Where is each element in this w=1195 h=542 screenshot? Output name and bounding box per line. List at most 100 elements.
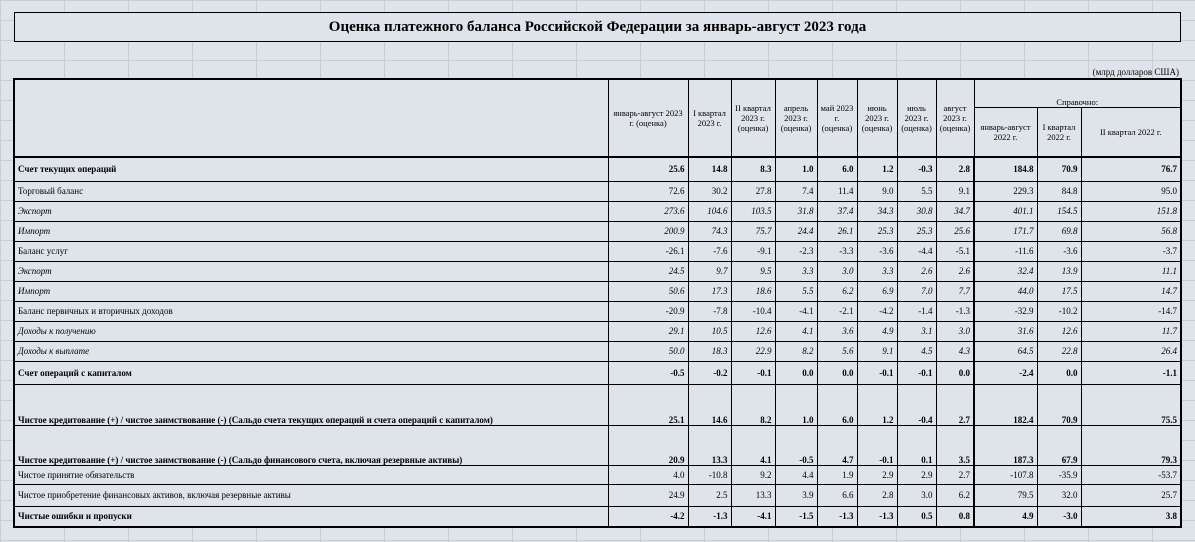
value-cell: 3.9 — [774, 483, 818, 507]
row-label: Импорт — [13, 280, 609, 302]
row-label: Торговый баланс — [13, 180, 609, 202]
value-cell: 4.1 — [774, 320, 818, 342]
value-cell: -107.8 — [973, 464, 1038, 485]
value-cell: 7.4 — [774, 180, 818, 202]
value-cell: -0.4 — [896, 383, 937, 426]
value-cell: 6.0 — [816, 156, 858, 182]
value-cell: -20.9 — [607, 300, 689, 322]
table-row: Торговый баланс 72.6 30.2 27.8 7.4 11.4 9.0 5.5… — [13, 180, 1182, 202]
value-cell: 8.2 — [730, 383, 776, 426]
value-cell: -53.7 — [1080, 464, 1182, 485]
table-row: Импорт 200.9 74.3 75.7 24.4 26.1 25.3 25.3 25.6 1… — [13, 220, 1182, 242]
value-cell: 229.3 — [973, 180, 1038, 202]
column-header: II квартал 2023 г. (оценка) — [730, 78, 776, 158]
value-cell: 79.5 — [973, 483, 1038, 507]
value-cell: -35.9 — [1036, 464, 1082, 485]
value-cell: 12.6 — [730, 320, 776, 342]
value-cell: 0.0 — [935, 360, 975, 385]
value-cell: 9.0 — [856, 180, 898, 202]
value-cell: -7.6 — [687, 240, 732, 262]
value-cell: -32.9 — [973, 300, 1038, 322]
row-label: Баланс услуг — [13, 240, 609, 262]
value-cell: 5.5 — [774, 280, 818, 302]
value-cell: 0.0 — [1036, 360, 1082, 385]
value-cell: 12.6 — [1036, 320, 1082, 342]
column-header: июнь 2023 г. (оценка) — [856, 78, 898, 158]
value-cell: -4.1 — [730, 505, 776, 528]
table-row: Чистые ошибки и пропуски -4.2 -1.3 -4.1 -1.5… — [13, 505, 1182, 528]
table-row: Чистое принятие обязательств 4.0 -10.8 9.2 4… — [13, 464, 1182, 485]
value-cell: -4.4 — [896, 240, 937, 262]
row-label: Чистое принятие обязательств — [13, 464, 609, 485]
reference-header: Справочно: — [973, 78, 1182, 108]
value-cell: 72.6 — [607, 180, 689, 202]
value-cell: 14.8 — [687, 156, 732, 182]
value-cell: 4.0 — [607, 464, 689, 485]
table-row: Доходы к получению 29.1 10.5 12.6 4.1 3.6 4.9 3… — [13, 320, 1182, 342]
value-cell: 2.6 — [896, 260, 937, 282]
value-cell: 2.5 — [687, 483, 732, 507]
value-cell: 44.0 — [973, 280, 1038, 302]
value-cell: 2.7 — [935, 464, 975, 485]
value-cell: -0.5 — [607, 360, 689, 385]
row-label: Экспорт — [13, 260, 609, 282]
value-cell: 24.4 — [774, 220, 818, 242]
value-cell: 1.0 — [774, 383, 818, 426]
value-cell: 7.0 — [896, 280, 937, 302]
value-cell: 154.5 — [1036, 200, 1082, 222]
value-cell: 13.3 — [730, 483, 776, 507]
value-cell: 0.0 — [774, 360, 818, 385]
row-label: Счет операций с капиталом — [13, 360, 609, 385]
value-cell: 182.4 — [973, 383, 1038, 426]
value-cell: 184.8 — [973, 156, 1038, 182]
value-cell: -5.1 — [935, 240, 975, 262]
column-header: I квартал 2022 г. — [1036, 106, 1082, 158]
value-cell: -4.2 — [607, 505, 689, 528]
column-header: январь-август 2023 г. (оценка) — [607, 78, 689, 158]
value-cell: 67.9 — [1036, 424, 1082, 466]
value-cell: 4.5 — [896, 340, 937, 362]
column-header: январь-август 2022 г. — [973, 106, 1038, 158]
value-cell: 56.8 — [1080, 220, 1182, 242]
value-cell: -10.8 — [687, 464, 732, 485]
value-cell: 4.4 — [774, 464, 818, 485]
value-cell: -3.6 — [1036, 240, 1082, 262]
value-cell: 2.9 — [896, 464, 937, 485]
value-cell: 24.5 — [607, 260, 689, 282]
value-cell: 20.9 — [607, 424, 689, 466]
value-cell: 0.1 — [896, 424, 937, 466]
value-cell: 2.7 — [935, 383, 975, 426]
value-cell: 3.0 — [816, 260, 858, 282]
value-cell: 2.8 — [935, 156, 975, 182]
value-cell: -7.8 — [687, 300, 732, 322]
value-cell: 171.7 — [973, 220, 1038, 242]
table-row: Баланс первичных и вторичных доходов -20.… — [13, 300, 1182, 322]
row-label: Экспорт — [13, 200, 609, 222]
value-cell: 104.6 — [687, 200, 732, 222]
value-cell: 103.5 — [730, 200, 776, 222]
value-cell: 1.0 — [774, 156, 818, 182]
value-cell: 31.6 — [973, 320, 1038, 342]
value-cell: 13.3 — [687, 424, 732, 466]
value-cell: 4.9 — [973, 505, 1038, 528]
table-row: Доходы к выплате 50.0 18.3 22.9 8.2 5.6 9.1 4.5… — [13, 340, 1182, 362]
table-row: Экспорт 273.6 104.6 103.5 31.8 37.4 34.3 30.8 34… — [13, 200, 1182, 222]
value-cell: 3.8 — [1080, 505, 1182, 528]
value-cell: 50.0 — [607, 340, 689, 362]
value-cell: 29.1 — [607, 320, 689, 342]
value-cell: 84.8 — [1036, 180, 1082, 202]
value-cell: 25.6 — [607, 156, 689, 182]
table-header: январь-август 2023 г. (оценка) I квартал… — [13, 78, 1182, 158]
value-cell: 18.6 — [730, 280, 776, 302]
value-cell: -1.3 — [816, 505, 858, 528]
value-cell: 6.0 — [816, 383, 858, 426]
value-cell: 200.9 — [607, 220, 689, 242]
value-cell: 95.0 — [1080, 180, 1182, 202]
header-label-cell — [13, 78, 609, 158]
value-cell: -4.1 — [774, 300, 818, 322]
value-cell: 13.9 — [1036, 260, 1082, 282]
value-cell: 3.1 — [896, 320, 937, 342]
value-cell: 2.6 — [935, 260, 975, 282]
value-cell: -1.3 — [935, 300, 975, 322]
value-cell: 9.1 — [935, 180, 975, 202]
